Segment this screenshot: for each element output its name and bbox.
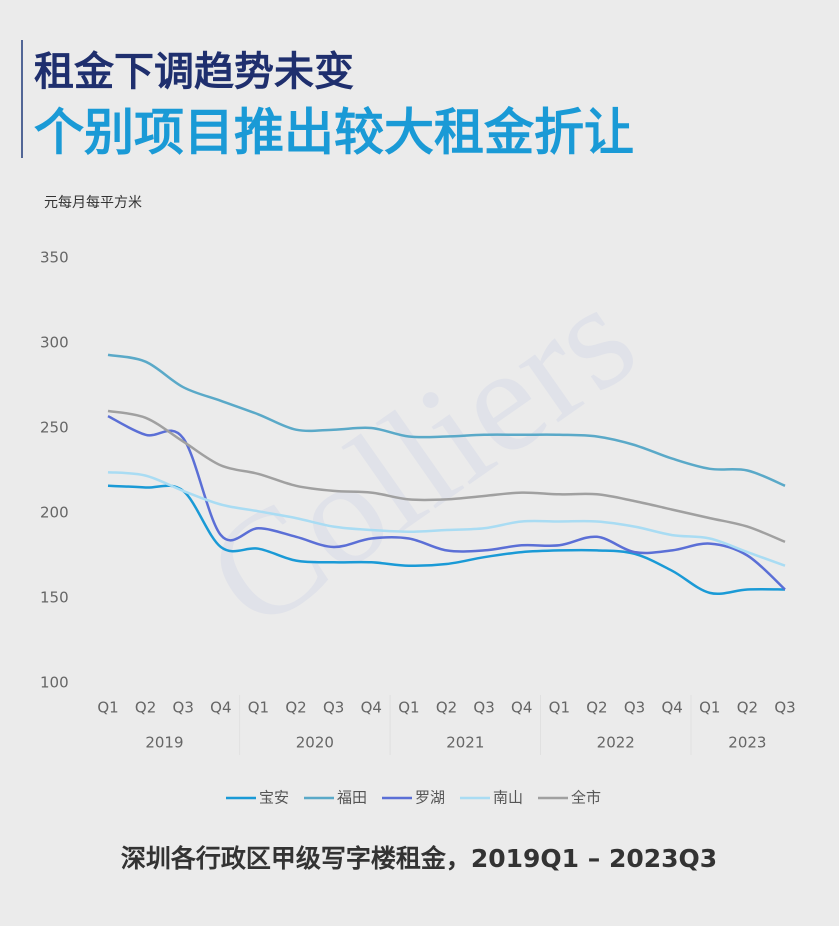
legend-label: 福田: [337, 789, 367, 807]
x-tick-label: Q1: [248, 699, 269, 717]
series-line: [107, 470, 786, 567]
x-tick-label: Q2: [436, 699, 457, 717]
x-tick-label: Q2: [135, 699, 156, 717]
x-group-label: 2020: [296, 734, 334, 752]
y-tick-label: 150: [40, 589, 69, 607]
series-line: [107, 353, 786, 487]
legend-label: 宝安: [259, 789, 289, 807]
legend-label: 南山: [493, 789, 523, 807]
x-tick-label: Q1: [97, 699, 118, 717]
x-tick-label: Q3: [173, 699, 194, 717]
series-line: [107, 484, 786, 596]
x-tick-label: Q4: [361, 699, 382, 717]
x-tick-label: Q1: [398, 699, 419, 717]
x-tick-label: Q4: [661, 699, 682, 717]
x-group-label: 2023: [728, 734, 766, 752]
x-tick-label: Q4: [511, 699, 532, 717]
x-tick-label: Q3: [774, 699, 795, 717]
x-tick-label: Q4: [210, 699, 231, 717]
series-line: [107, 409, 786, 544]
x-tick-label: Q3: [624, 699, 645, 717]
x-tick-label: Q1: [699, 699, 720, 717]
x-tick-label: Q3: [323, 699, 344, 717]
y-axis-label: 元每月每平方米: [44, 195, 142, 211]
caption: 深圳各行政区甲级写字楼租金，2019Q1 – 2023Q3: [121, 844, 717, 873]
x-group-label: 2019: [145, 734, 183, 752]
subtitle: 个别项目推出较大租金折让: [34, 104, 634, 162]
y-tick-label: 100: [40, 674, 69, 692]
x-tick-label: Q2: [285, 699, 306, 717]
x-tick-label: Q1: [549, 699, 570, 717]
y-tick-label: 200: [40, 504, 69, 522]
title: 租金下调趋势未变: [34, 49, 354, 95]
y-tick-label: 250: [40, 419, 69, 437]
x-tick-label: Q2: [737, 699, 758, 717]
legend-label: 全市: [571, 789, 601, 807]
series-line: [107, 414, 786, 591]
x-group-label: 2022: [597, 734, 635, 752]
legend-label: 罗湖: [415, 789, 445, 807]
x-tick-label: Q3: [473, 699, 494, 717]
y-tick-label: 300: [40, 334, 69, 352]
y-tick-label: 350: [40, 249, 69, 267]
x-tick-label: Q2: [586, 699, 607, 717]
x-group-label: 2021: [446, 734, 484, 752]
